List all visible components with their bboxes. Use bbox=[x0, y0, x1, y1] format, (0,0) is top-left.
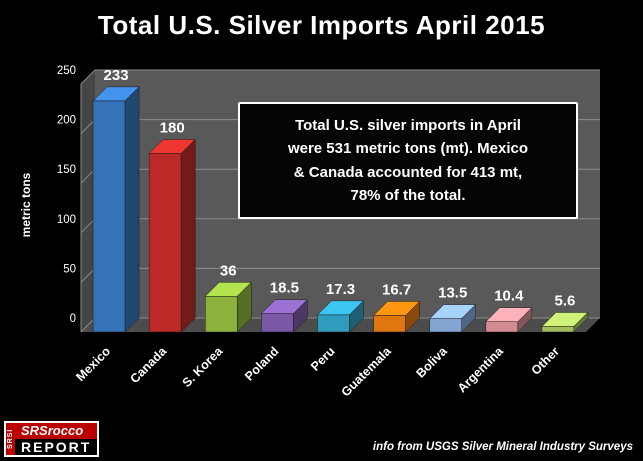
bar-other bbox=[541, 311, 589, 333]
category-label-boliva: Boliva bbox=[413, 343, 450, 380]
bar-side-s-korea bbox=[237, 281, 252, 333]
bar-side-peru bbox=[349, 300, 364, 333]
ytick-label-250: 250 bbox=[57, 65, 76, 77]
gridline-side-0 bbox=[80, 317, 96, 333]
gridline-side-150 bbox=[80, 168, 96, 184]
value-label-guatemala: 16.7 bbox=[382, 281, 411, 298]
gridline-side-50 bbox=[80, 268, 96, 283]
bar-argentina bbox=[485, 307, 533, 333]
bar-poland bbox=[260, 299, 308, 333]
chart-title: Total U.S. Silver Imports April 2015 bbox=[97, 10, 546, 40]
bar-peru bbox=[316, 300, 365, 333]
logo-srsrocco-text: SRSrocco bbox=[15, 423, 98, 439]
category-label-canada: Canada bbox=[127, 343, 170, 386]
y-axis-tick-labels: 0 50 100 150 200 250 bbox=[57, 65, 76, 325]
bar-front-poland bbox=[261, 313, 294, 333]
ytick-label-150: 150 bbox=[57, 164, 76, 176]
ytick-label-0: 0 bbox=[70, 313, 76, 325]
bar-front-s-korea bbox=[205, 296, 238, 333]
bar-front-guatemala bbox=[373, 315, 406, 333]
bar-front-argentina bbox=[485, 321, 519, 333]
bar-mexico bbox=[92, 86, 140, 333]
value-label-canada: 180 bbox=[160, 119, 185, 136]
value-label-other: 5.6 bbox=[555, 292, 576, 309]
axis-titles: metric tons bbox=[19, 172, 33, 237]
category-label-peru: Peru bbox=[308, 344, 338, 374]
source-note: info from USGS Silver Mineral Industry S… bbox=[372, 441, 633, 453]
bar-side-other bbox=[573, 311, 589, 333]
value-label-argentina: 10.4 bbox=[494, 288, 524, 305]
gridline-side-250 bbox=[80, 69, 96, 85]
logo-side-text: SRSI bbox=[6, 423, 15, 455]
value-label-peru: 17.3 bbox=[326, 281, 355, 298]
ytick-label-200: 200 bbox=[57, 115, 76, 127]
bar-guatemala bbox=[373, 300, 421, 333]
category-label-mexico: Mexico bbox=[73, 344, 113, 384]
bar-front-peru bbox=[317, 314, 350, 333]
srsrocco-report-logo: SRSI SRSrocco REPORT bbox=[4, 421, 100, 457]
ytick-label-100: 100 bbox=[57, 214, 76, 226]
bar-boliva bbox=[429, 304, 477, 333]
category-label-guatemala: Guatemala bbox=[339, 343, 395, 399]
chart-side-wall bbox=[81, 70, 95, 332]
bar-front-other bbox=[541, 326, 575, 333]
bar-side-canada bbox=[180, 138, 196, 333]
gridline-side-100 bbox=[80, 218, 96, 234]
bar-front-mexico bbox=[92, 100, 126, 333]
logo-report-text: REPORT bbox=[15, 439, 98, 455]
bar-side-argentina bbox=[517, 307, 533, 333]
bar-side-poland bbox=[293, 299, 308, 333]
bar-side-boliva bbox=[461, 304, 476, 333]
gridline-side-200 bbox=[80, 119, 96, 134]
bar-s-korea bbox=[204, 281, 252, 333]
category-label-poland: Poland bbox=[242, 344, 281, 383]
category-label-s-korea: S. Korea bbox=[180, 343, 227, 390]
value-label-s-korea: 36 bbox=[220, 262, 237, 279]
value-label-poland: 18.5 bbox=[270, 280, 299, 297]
bar-side-guatemala bbox=[405, 300, 420, 333]
value-label-boliva: 13.5 bbox=[438, 285, 467, 302]
value-label-mexico: 233 bbox=[104, 67, 129, 84]
category-label-argentina: Argentina bbox=[455, 343, 507, 395]
category-labels: Mexico Canada S. Korea Poland Peru Guatemala B… bbox=[73, 343, 562, 399]
bar-canada bbox=[148, 138, 196, 333]
ytick-label-50: 50 bbox=[63, 263, 76, 275]
bar-value-labels: 233 180 36 18.5 17.3 16.7 13.5 10.4 5.6 bbox=[104, 67, 576, 310]
y-axis-title: metric tons bbox=[19, 172, 33, 237]
category-label-other: Other bbox=[529, 344, 563, 378]
bar-front-canada bbox=[148, 153, 182, 333]
logo-main: SRSrocco REPORT bbox=[15, 423, 98, 455]
bars bbox=[92, 86, 589, 333]
bar-side-mexico bbox=[124, 86, 140, 333]
bar-front-boliva bbox=[429, 318, 462, 333]
annotation-box: Total U.S. silver imports in April were … bbox=[238, 102, 578, 219]
